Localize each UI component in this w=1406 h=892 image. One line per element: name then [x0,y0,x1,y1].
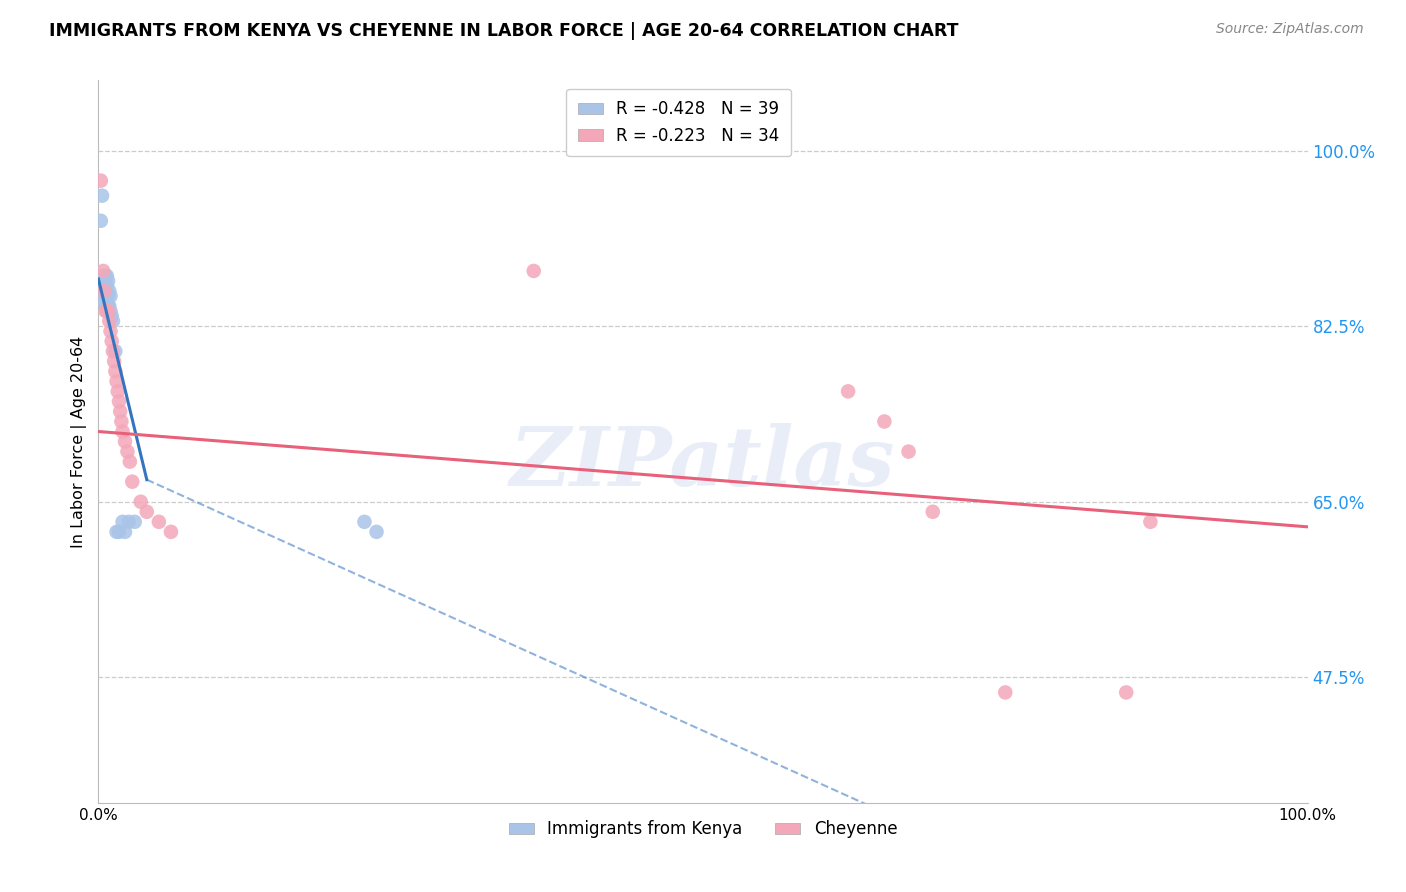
Point [91,279,114,293]
Point [121,475,143,489]
Point [100,289,122,303]
Point [104,364,127,378]
Point [108,404,131,418]
Text: ZIPatlas: ZIPatlas [510,423,896,503]
Point [90,213,112,227]
Point [1139,515,1161,529]
Point [91,274,114,288]
Point [93,279,115,293]
Point [91,274,114,288]
Point [366,524,388,539]
Point [353,515,375,529]
Point [91,188,114,202]
Point [93,284,115,298]
Point [160,524,183,539]
Point [93,294,115,309]
Point [994,685,1017,699]
Point [104,344,127,359]
Y-axis label: In Labor Force | Age 20-64: In Labor Force | Age 20-64 [72,335,87,548]
Point [96,299,118,313]
Point [1115,685,1137,699]
Point [117,444,139,458]
Point [97,289,120,303]
Point [94,304,117,318]
Point [114,434,136,449]
Point [91,284,114,298]
Point [108,524,131,539]
Point [94,284,117,298]
Point [118,455,141,469]
Point [111,425,134,439]
Point [105,524,128,539]
Point [96,289,118,303]
Point [97,299,120,313]
Point [94,289,117,303]
Point [98,314,121,328]
Point [97,274,120,288]
Text: IMMIGRANTS FROM KENYA VS CHEYENNE IN LABOR FORCE | AGE 20-64 CORRELATION CHART: IMMIGRANTS FROM KENYA VS CHEYENNE IN LAB… [49,22,959,40]
Point [94,274,117,288]
Point [100,334,122,349]
Point [98,299,121,313]
Point [100,304,122,318]
Point [96,304,118,318]
Point [111,515,134,529]
Point [93,284,115,298]
Point [110,414,132,429]
Point [101,314,124,328]
Point [93,289,115,303]
Point [897,444,920,458]
Point [96,268,118,283]
Legend: Immigrants from Kenya, Cheyenne: Immigrants from Kenya, Cheyenne [502,814,904,845]
Point [94,299,117,313]
Point [135,505,157,519]
Point [114,524,136,539]
Point [921,505,943,519]
Point [101,344,124,359]
Point [523,264,546,278]
Point [90,174,112,188]
Point [94,268,117,283]
Point [100,324,122,338]
Point [108,394,131,409]
Point [118,515,141,529]
Point [93,274,115,288]
Point [129,494,152,508]
Point [148,515,170,529]
Point [96,279,118,293]
Point [107,384,129,399]
Point [98,284,121,298]
Point [124,515,146,529]
Point [91,268,114,283]
Point [97,304,120,318]
Point [100,309,122,323]
Point [873,414,896,429]
Text: Source: ZipAtlas.com: Source: ZipAtlas.com [1216,22,1364,37]
Point [837,384,859,399]
Point [91,264,114,278]
Point [103,354,125,368]
Point [105,375,128,389]
